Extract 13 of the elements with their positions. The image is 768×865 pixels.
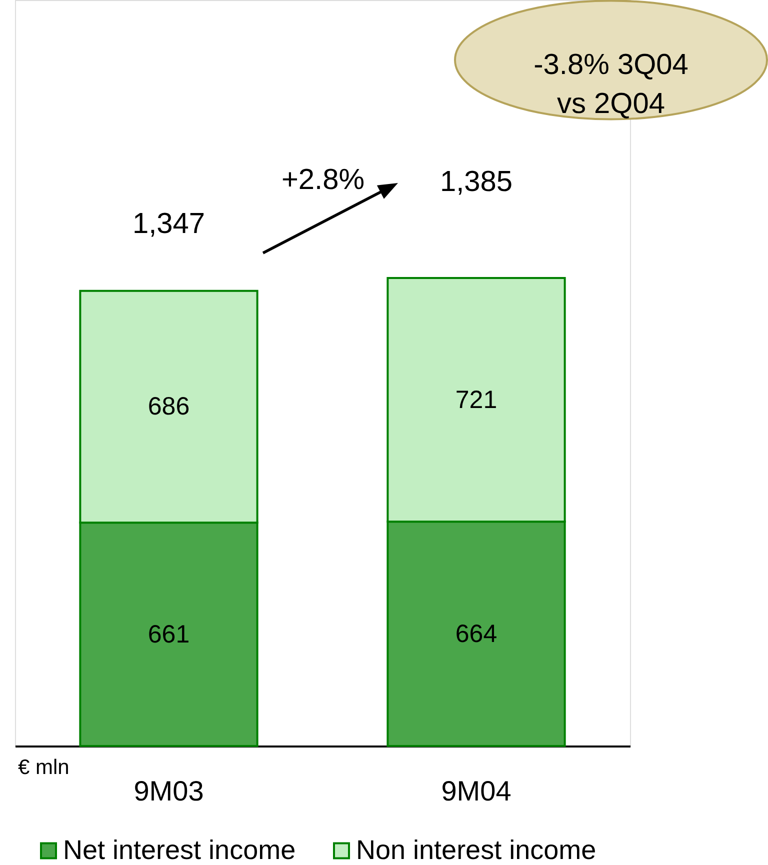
x-tick-label: 9M03 xyxy=(134,776,204,806)
x-tick-label: 9M04 xyxy=(441,776,512,806)
data-label: 686 xyxy=(148,392,190,421)
text: € mln xyxy=(18,756,70,779)
total-label: 1,347 xyxy=(132,208,206,240)
data-label: 664 xyxy=(455,620,498,648)
legend-label: Non interest income xyxy=(356,834,596,865)
data-label: 661 xyxy=(148,620,190,648)
total-label: 1,385 xyxy=(440,166,513,198)
data-label: 721 xyxy=(455,386,498,414)
text: -3.8% 3Q04 vs 2Q04 xyxy=(534,49,688,120)
text: +2.8% xyxy=(281,164,365,196)
legend-label: Net interest income xyxy=(63,834,296,865)
